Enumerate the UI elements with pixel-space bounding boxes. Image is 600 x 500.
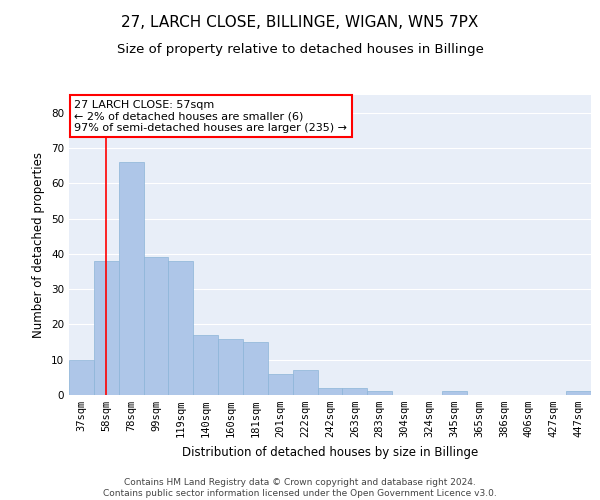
Bar xyxy=(566,392,591,395)
X-axis label: Distribution of detached houses by size in Billinge: Distribution of detached houses by size … xyxy=(182,446,478,458)
Bar xyxy=(169,261,193,395)
Bar xyxy=(69,360,94,395)
Bar xyxy=(293,370,317,395)
Bar xyxy=(193,335,218,395)
Bar xyxy=(218,338,243,395)
Bar xyxy=(367,392,392,395)
Bar xyxy=(343,388,367,395)
Bar xyxy=(119,162,143,395)
Text: Size of property relative to detached houses in Billinge: Size of property relative to detached ho… xyxy=(116,42,484,56)
Bar xyxy=(442,392,467,395)
Bar xyxy=(143,258,169,395)
Bar xyxy=(268,374,293,395)
Text: Contains HM Land Registry data © Crown copyright and database right 2024.
Contai: Contains HM Land Registry data © Crown c… xyxy=(103,478,497,498)
Bar xyxy=(317,388,343,395)
Bar xyxy=(243,342,268,395)
Text: 27, LARCH CLOSE, BILLINGE, WIGAN, WN5 7PX: 27, LARCH CLOSE, BILLINGE, WIGAN, WN5 7P… xyxy=(121,15,479,30)
Y-axis label: Number of detached properties: Number of detached properties xyxy=(32,152,46,338)
Bar xyxy=(94,261,119,395)
Text: 27 LARCH CLOSE: 57sqm
← 2% of detached houses are smaller (6)
97% of semi-detach: 27 LARCH CLOSE: 57sqm ← 2% of detached h… xyxy=(74,100,347,132)
